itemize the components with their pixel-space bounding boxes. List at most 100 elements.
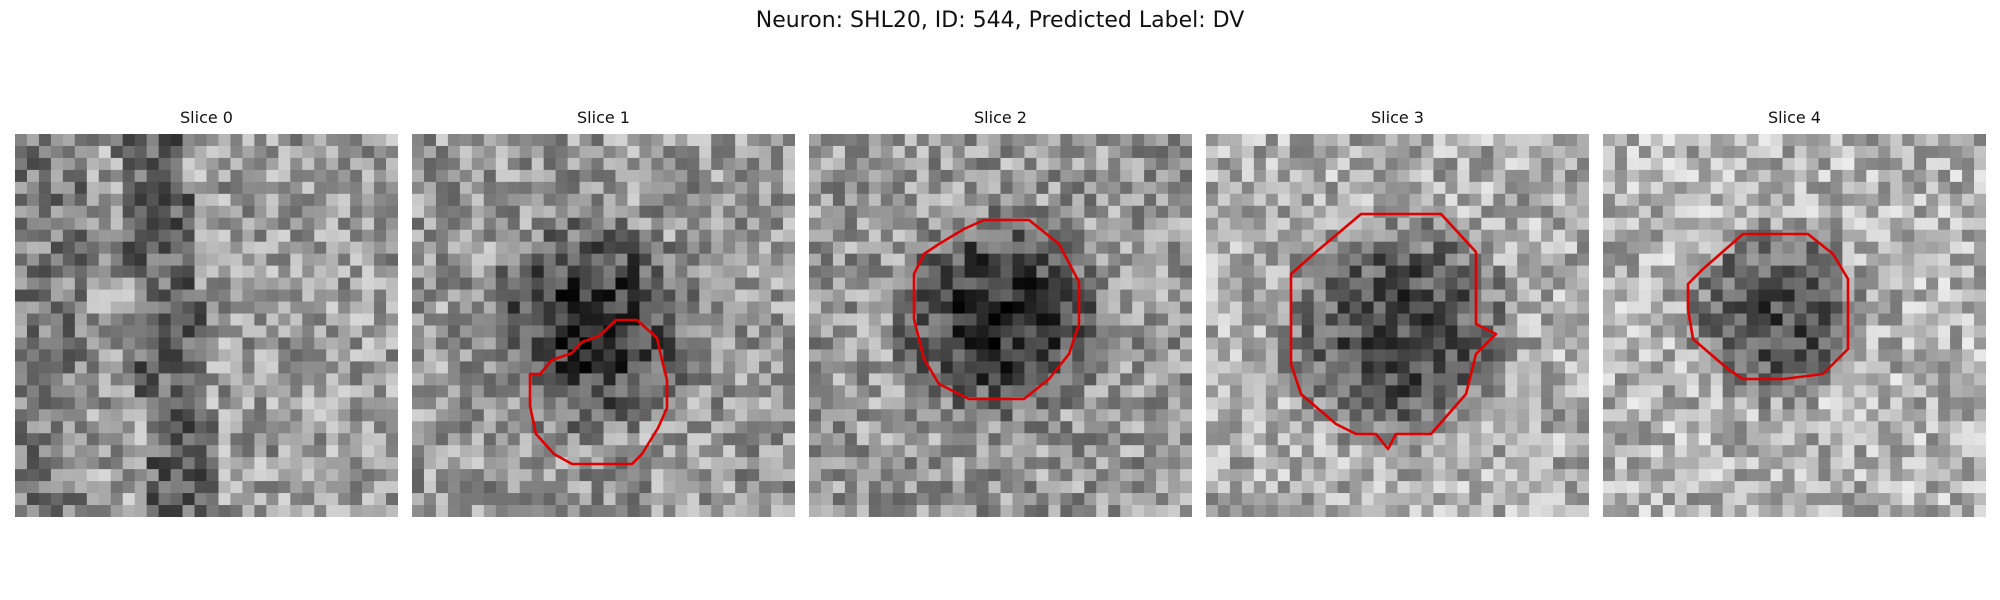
pixel-cell bbox=[1338, 337, 1350, 349]
pixel-cell bbox=[1759, 278, 1771, 290]
pixel-cell bbox=[135, 505, 147, 517]
pixel-cell bbox=[1854, 194, 1866, 206]
pixel-cell bbox=[314, 373, 326, 385]
pixel-cell bbox=[893, 254, 905, 266]
pixel-cell bbox=[374, 493, 386, 505]
pixel-cell bbox=[159, 182, 171, 194]
pixel-cell bbox=[39, 326, 51, 338]
pixel-cell bbox=[230, 302, 242, 314]
pixel-cell bbox=[1206, 266, 1218, 278]
pixel-cell bbox=[1565, 385, 1577, 397]
pixel-cell bbox=[977, 445, 989, 457]
pixel-cell bbox=[1878, 170, 1890, 182]
pixel-cell bbox=[1096, 469, 1108, 481]
pixel-cell bbox=[99, 385, 111, 397]
pixel-cell bbox=[1206, 206, 1218, 218]
pixel-cell bbox=[63, 242, 75, 254]
pixel-cell bbox=[1290, 457, 1302, 469]
pixel-cell bbox=[1795, 361, 1807, 373]
pixel-cell bbox=[1469, 457, 1481, 469]
pixel-cell bbox=[881, 218, 893, 230]
pixel-cell bbox=[111, 266, 123, 278]
pixel-cell bbox=[1132, 278, 1144, 290]
pixel-cell bbox=[1132, 493, 1144, 505]
pixel-cell bbox=[771, 457, 783, 469]
pixel-cell bbox=[362, 457, 374, 469]
pixel-cell bbox=[845, 170, 857, 182]
pixel-cell bbox=[242, 433, 254, 445]
pixel-cell bbox=[218, 505, 230, 517]
pixel-cell bbox=[663, 230, 675, 242]
pixel-cell bbox=[472, 290, 484, 302]
pixel-cell bbox=[1747, 457, 1759, 469]
pixel-cell bbox=[1529, 433, 1541, 445]
pixel-cell bbox=[833, 242, 845, 254]
pixel-cell bbox=[1409, 266, 1421, 278]
pixel-cell bbox=[472, 421, 484, 433]
pixel-cell bbox=[735, 314, 747, 326]
pixel-cell bbox=[1278, 493, 1290, 505]
pixel-cell bbox=[15, 302, 27, 314]
pixel-cell bbox=[580, 158, 592, 170]
pixel-cell bbox=[881, 433, 893, 445]
pixel-cell bbox=[1386, 290, 1398, 302]
pixel-cell bbox=[627, 349, 639, 361]
pixel-cell bbox=[1711, 337, 1723, 349]
pixel-cell bbox=[1962, 146, 1974, 158]
pixel-cell bbox=[929, 314, 941, 326]
pixel-cell bbox=[338, 158, 350, 170]
pixel-cell bbox=[1144, 194, 1156, 206]
pixel-cell bbox=[627, 206, 639, 218]
pixel-cell bbox=[615, 493, 627, 505]
pixel-cell bbox=[99, 158, 111, 170]
pixel-cell bbox=[1254, 337, 1266, 349]
pixel-cell bbox=[1254, 373, 1266, 385]
pixel-cell bbox=[1517, 445, 1529, 457]
pixel-cell bbox=[735, 290, 747, 302]
pixel-cell bbox=[424, 194, 436, 206]
pixel-cell bbox=[723, 218, 735, 230]
pixel-cell bbox=[242, 469, 254, 481]
pixel-cell bbox=[627, 445, 639, 457]
pixel-cell bbox=[75, 421, 87, 433]
pixel-cell bbox=[711, 194, 723, 206]
pixel-cell bbox=[1120, 242, 1132, 254]
pixel-cell bbox=[278, 421, 290, 433]
pixel-cell bbox=[412, 314, 424, 326]
pixel-cell bbox=[1890, 337, 1902, 349]
pixel-cell bbox=[1230, 230, 1242, 242]
pixel-cell bbox=[1854, 170, 1866, 182]
pixel-cell bbox=[809, 242, 821, 254]
pixel-cell bbox=[1818, 337, 1830, 349]
pixel-cell bbox=[1218, 457, 1230, 469]
pixel-cell bbox=[1338, 302, 1350, 314]
pixel-cell bbox=[1278, 158, 1290, 170]
pixel-cell bbox=[1409, 218, 1421, 230]
pixel-cell bbox=[1663, 290, 1675, 302]
pixel-cell bbox=[1084, 146, 1096, 158]
pixel-cell bbox=[1409, 194, 1421, 206]
pixel-cell bbox=[1553, 182, 1565, 194]
pixel-cell bbox=[771, 409, 783, 421]
pixel-cell bbox=[1001, 337, 1013, 349]
pixel-cell bbox=[1842, 242, 1854, 254]
pixel-cell bbox=[917, 170, 929, 182]
pixel-cell bbox=[87, 481, 99, 493]
pixel-cell bbox=[1024, 134, 1036, 146]
pixel-cell bbox=[869, 278, 881, 290]
pixel-cell bbox=[977, 146, 989, 158]
pixel-cell bbox=[15, 278, 27, 290]
pixel-cell bbox=[1168, 409, 1180, 421]
pixel-cell bbox=[123, 421, 135, 433]
pixel-cell bbox=[1206, 242, 1218, 254]
pixel-cell bbox=[1144, 326, 1156, 338]
pixel-cell bbox=[1326, 302, 1338, 314]
pixel-cell bbox=[1132, 409, 1144, 421]
pixel-cell bbox=[965, 194, 977, 206]
pixel-cell bbox=[230, 218, 242, 230]
pixel-cell bbox=[953, 242, 965, 254]
pixel-cell bbox=[350, 206, 362, 218]
pixel-cell bbox=[604, 373, 616, 385]
pixel-cell bbox=[338, 230, 350, 242]
pixel-cell bbox=[266, 146, 278, 158]
